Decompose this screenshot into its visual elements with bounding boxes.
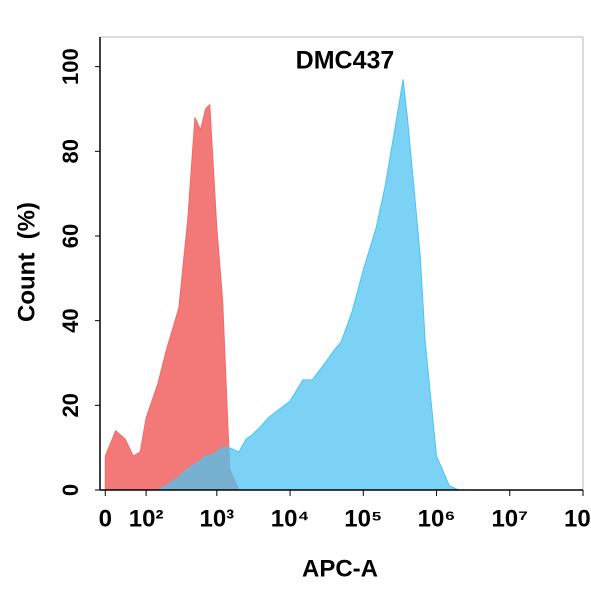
x-tick-label: 10⁷ [491,505,528,532]
y-tick-label: 20 [58,393,83,417]
x-tick-label: 10⁸ [564,505,591,532]
chart-title: DMC437 [296,47,395,75]
y-axis-label: Count (%) [13,202,40,322]
x-tick-label: 0 [99,505,112,532]
x-tick-label: 10² [129,505,164,532]
y-tick-label: 80 [58,139,83,163]
y-tick-label: 40 [58,308,83,332]
y-tick-label: 100 [58,48,83,85]
x-axis-label: APC-A [302,555,378,582]
histogram-area [105,79,459,491]
y-tick-label: 60 [58,224,83,248]
y-tick-label: 0 [58,484,83,496]
x-tick-label: 10⁴ [271,505,310,532]
x-tick-label: 10⁶ [418,505,456,532]
x-tick-label: 10⁵ [344,505,382,532]
x-tick-label: 10³ [199,505,234,532]
